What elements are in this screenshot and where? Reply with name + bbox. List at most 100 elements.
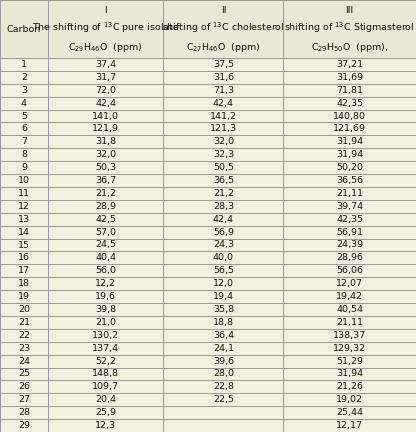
Text: 25,9: 25,9 <box>95 408 116 417</box>
Text: 23: 23 <box>18 344 30 353</box>
Text: 24,1: 24,1 <box>213 344 234 353</box>
Text: 20: 20 <box>18 305 30 314</box>
Text: 72,0: 72,0 <box>95 86 116 95</box>
Text: 25: 25 <box>18 369 30 378</box>
Text: 2: 2 <box>21 73 27 82</box>
Text: 39,6: 39,6 <box>213 356 234 365</box>
Text: 31,94: 31,94 <box>336 150 363 159</box>
Text: 28,3: 28,3 <box>213 202 234 211</box>
Text: 22: 22 <box>18 331 30 340</box>
Text: 39,74: 39,74 <box>336 202 363 211</box>
Text: 32,0: 32,0 <box>95 150 116 159</box>
Text: shifting of $^{13}$C Stigmasterol: shifting of $^{13}$C Stigmasterol <box>285 21 415 35</box>
Text: 109,7: 109,7 <box>92 382 119 391</box>
Text: 52,2: 52,2 <box>95 356 116 365</box>
Text: 19,42: 19,42 <box>336 292 363 301</box>
Text: 140,80: 140,80 <box>333 111 366 121</box>
Text: 28: 28 <box>18 408 30 417</box>
Text: 37,5: 37,5 <box>213 60 234 69</box>
Text: 14: 14 <box>18 228 30 237</box>
Text: 28,0: 28,0 <box>213 369 234 378</box>
Text: 24: 24 <box>18 356 30 365</box>
Text: 40,4: 40,4 <box>95 254 116 262</box>
Text: 21,2: 21,2 <box>95 189 116 198</box>
Text: 27: 27 <box>18 395 30 404</box>
Text: 11: 11 <box>18 189 30 198</box>
Text: 22,5: 22,5 <box>213 395 234 404</box>
Text: 18,8: 18,8 <box>213 318 234 327</box>
Text: 56,06: 56,06 <box>336 266 363 275</box>
Text: 31,8: 31,8 <box>95 137 116 146</box>
Text: II: II <box>220 6 226 15</box>
Text: 1: 1 <box>21 60 27 69</box>
Text: 71,3: 71,3 <box>213 86 234 95</box>
Text: 37,4: 37,4 <box>95 60 116 69</box>
Text: 12,07: 12,07 <box>336 279 363 288</box>
Text: 21,0: 21,0 <box>95 318 116 327</box>
Text: 10: 10 <box>18 176 30 185</box>
Text: 24,39: 24,39 <box>336 241 363 250</box>
Text: 9: 9 <box>21 163 27 172</box>
Text: C$_{29}$H$_{46}$O  (ppm): C$_{29}$H$_{46}$O (ppm) <box>68 41 143 54</box>
Text: 21,11: 21,11 <box>336 189 363 198</box>
Text: 15: 15 <box>18 241 30 250</box>
Text: 24,5: 24,5 <box>95 241 116 250</box>
Text: 24,3: 24,3 <box>213 241 234 250</box>
Text: 31,6: 31,6 <box>213 73 234 82</box>
Text: 42,4: 42,4 <box>213 215 234 224</box>
Text: 7: 7 <box>21 137 27 146</box>
Text: I: I <box>104 6 107 15</box>
Text: 12,2: 12,2 <box>95 279 116 288</box>
Text: 121,69: 121,69 <box>333 124 366 133</box>
Text: 32,0: 32,0 <box>213 137 234 146</box>
Text: 29: 29 <box>18 421 30 430</box>
Text: 12,0: 12,0 <box>213 279 234 288</box>
Text: 16: 16 <box>18 254 30 262</box>
Text: 121,9: 121,9 <box>92 124 119 133</box>
Text: 19,02: 19,02 <box>336 395 363 404</box>
Text: 129,32: 129,32 <box>333 344 366 353</box>
Text: 50,5: 50,5 <box>213 163 234 172</box>
Text: 71,81: 71,81 <box>336 86 363 95</box>
Text: 141,2: 141,2 <box>210 111 237 121</box>
Text: 31,7: 31,7 <box>95 73 116 82</box>
Text: 56,9: 56,9 <box>213 228 234 237</box>
Text: 13: 13 <box>18 215 30 224</box>
Text: 12,17: 12,17 <box>336 421 363 430</box>
Text: III: III <box>346 6 354 15</box>
Text: 3: 3 <box>21 86 27 95</box>
Text: 4: 4 <box>21 98 27 108</box>
Bar <box>0 0 416 58</box>
Text: 5: 5 <box>21 111 27 121</box>
Text: 21,26: 21,26 <box>336 382 363 391</box>
Text: 36,5: 36,5 <box>213 176 234 185</box>
Text: 56,91: 56,91 <box>336 228 363 237</box>
Text: 25,44: 25,44 <box>336 408 363 417</box>
Text: 51,29: 51,29 <box>336 356 363 365</box>
Text: 42,35: 42,35 <box>336 215 363 224</box>
Text: The shifting of $^{13}$C pure isolate: The shifting of $^{13}$C pure isolate <box>32 21 179 35</box>
Text: 42,4: 42,4 <box>213 98 234 108</box>
Text: Carbon: Carbon <box>7 25 41 34</box>
Text: 36,7: 36,7 <box>95 176 116 185</box>
Text: 12,3: 12,3 <box>95 421 116 430</box>
Text: 22,8: 22,8 <box>213 382 234 391</box>
Text: 18: 18 <box>18 279 30 288</box>
Text: 40,0: 40,0 <box>213 254 234 262</box>
Text: 28,96: 28,96 <box>336 254 363 262</box>
Text: 121,3: 121,3 <box>210 124 237 133</box>
Text: 39,8: 39,8 <box>95 305 116 314</box>
Text: 148,8: 148,8 <box>92 369 119 378</box>
Text: 21,2: 21,2 <box>213 189 234 198</box>
Text: 42,35: 42,35 <box>336 98 363 108</box>
Text: 19,4: 19,4 <box>213 292 234 301</box>
Text: C$_{27}$H$_{46}$O  (ppm): C$_{27}$H$_{46}$O (ppm) <box>186 41 261 54</box>
Text: 31,69: 31,69 <box>336 73 363 82</box>
Text: 137,4: 137,4 <box>92 344 119 353</box>
Text: 37,21: 37,21 <box>336 60 363 69</box>
Text: 19,6: 19,6 <box>95 292 116 301</box>
Text: 28,9: 28,9 <box>95 202 116 211</box>
Text: 36,56: 36,56 <box>336 176 363 185</box>
Text: 130,2: 130,2 <box>92 331 119 340</box>
Text: 141,0: 141,0 <box>92 111 119 121</box>
